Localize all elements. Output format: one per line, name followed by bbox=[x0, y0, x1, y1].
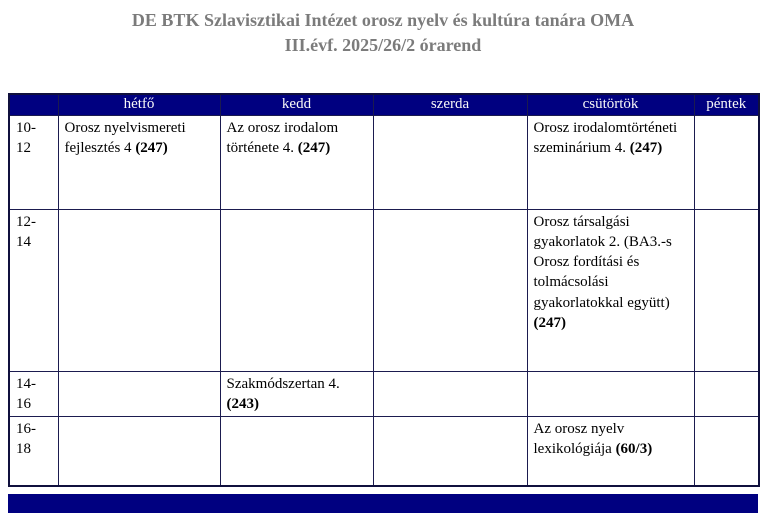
page-title-line2: III.évf. 2025/26/2 órarend bbox=[284, 34, 482, 55]
course-title: Az orosz nyelv lexikológiája bbox=[533, 421, 625, 458]
course-cell: Az orosz nyelv lexikológiája (60/3) bbox=[526, 416, 695, 486]
time-cell: 12- 14 bbox=[8, 208, 59, 372]
course-cell: Szakmódszertan 4. (243) bbox=[219, 370, 374, 417]
course-cell-empty bbox=[693, 114, 760, 210]
day-header-wednesday: szerda bbox=[372, 93, 528, 116]
course-title: Orosz nyelvismereti fejlesztés 4 bbox=[64, 119, 186, 156]
course-room: (247) bbox=[533, 314, 567, 331]
row-10-12: 10- 12 Orosz nyelvismereti fejlesztés 4 … bbox=[8, 114, 760, 210]
course-cell-empty bbox=[57, 208, 221, 372]
course-cell-empty bbox=[372, 114, 528, 210]
page-title: DE BTK Szlavisztikai Intézet orosz nyelv… bbox=[0, 8, 766, 58]
row-16-18: 16- 18 Az orosz nyelv lexikológiája (60/… bbox=[8, 416, 760, 486]
course-cell-empty bbox=[526, 370, 695, 417]
header-row: hétfő kedd szerda csütörtök péntek bbox=[8, 93, 760, 116]
course-cell: Orosz társalgási gyakorlatok 2. (BA3.-s … bbox=[526, 208, 695, 372]
corner-header-cell bbox=[8, 93, 59, 116]
day-header-monday: hétfő bbox=[57, 93, 221, 116]
day-header-tuesday: kedd bbox=[219, 93, 374, 116]
course-cell: Orosz irodalomtörténeti szeminárium 4. (… bbox=[526, 114, 695, 210]
course-room: (243) bbox=[226, 395, 260, 412]
course-room: (60/3) bbox=[615, 441, 653, 458]
day-header-friday: péntek bbox=[693, 93, 760, 116]
course-room: (247) bbox=[135, 139, 168, 156]
course-cell-empty bbox=[372, 416, 528, 486]
course-cell: Orosz nyelvismereti fejlesztés 4 (247) bbox=[57, 114, 221, 210]
timetable: hétfő kedd szerda csütörtök péntek 10- 1… bbox=[8, 93, 760, 487]
course-title: Szakmódszertan 4. bbox=[226, 375, 340, 392]
course-cell-empty bbox=[693, 208, 760, 372]
course-cell-empty bbox=[219, 208, 374, 372]
course-room: (247) bbox=[297, 139, 331, 156]
time-cell: 14- 16 bbox=[8, 370, 59, 417]
course-title: Orosz irodalomtörténeti szeminárium 4. bbox=[533, 119, 678, 156]
course-cell-empty bbox=[693, 370, 760, 417]
course-title: Orosz társalgási gyakorlatok 2. (BA3.-s … bbox=[533, 213, 672, 311]
course-cell-empty bbox=[57, 416, 221, 486]
course-title: Az orosz irodalom története 4. bbox=[226, 119, 339, 156]
time-cell: 16- 18 bbox=[8, 416, 59, 486]
course-room: (247) bbox=[629, 139, 663, 156]
course-cell-empty bbox=[372, 370, 528, 417]
row-12-14: 12- 14 Orosz társalgási gyakorlatok 2. (… bbox=[8, 208, 760, 372]
row-14-16: 14- 16 Szakmódszertan 4. (243) bbox=[8, 370, 760, 417]
course-cell: Az orosz irodalom története 4. (247) bbox=[219, 114, 374, 210]
course-cell-empty bbox=[219, 416, 374, 486]
bottom-navy-bar bbox=[8, 494, 758, 513]
course-cell-empty bbox=[57, 370, 221, 417]
day-header-thursday: csütörtök bbox=[526, 93, 695, 116]
page-title-line1: DE BTK Szlavisztikai Intézet orosz nyelv… bbox=[131, 10, 635, 30]
time-cell: 10- 12 bbox=[8, 114, 59, 210]
course-cell-empty bbox=[372, 208, 528, 372]
course-cell-empty bbox=[693, 416, 760, 486]
